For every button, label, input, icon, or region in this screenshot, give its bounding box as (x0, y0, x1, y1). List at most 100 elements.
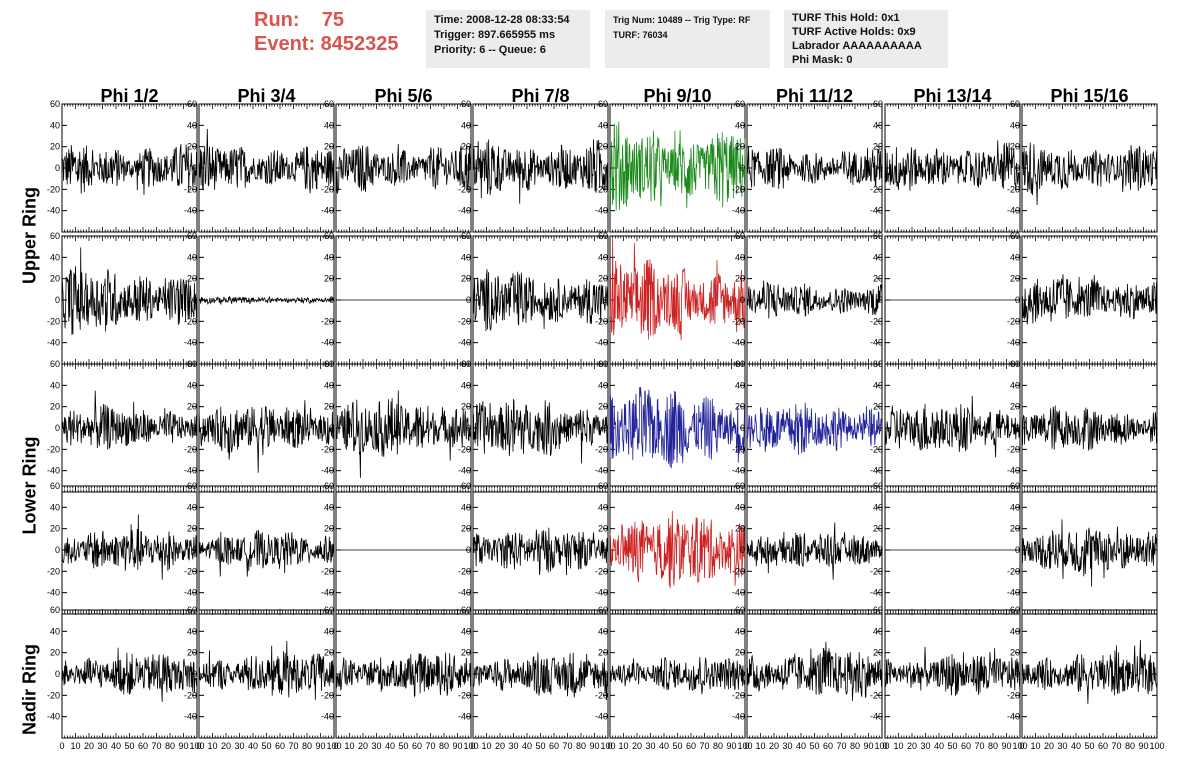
y-tick-label: 20 (735, 648, 745, 658)
waveform-panel: -40 -20 0 20 40 60 (870, 481, 1021, 615)
y-tick-label: 40 (50, 252, 60, 262)
y-tick-label: 20 (598, 648, 608, 658)
waveform-panel: -40 -20 0 20 40 60 (595, 359, 746, 493)
y-tick-label: 0 (1015, 295, 1020, 305)
waveform-trace (472, 139, 609, 204)
x-tick-label: 40 (522, 741, 532, 751)
waveform-trace (472, 652, 609, 701)
y-tick-label: -40 (1007, 712, 1020, 722)
waveform-panel: -40 -20 0 20 40 60 (732, 99, 883, 233)
column-title: Phi 5/6 (374, 86, 433, 106)
y-tick-label: -40 (595, 466, 608, 476)
y-tick-label: 20 (50, 524, 60, 534)
x-tick-label: 30 (371, 741, 381, 751)
x-tick-label: 30 (234, 741, 244, 751)
y-tick-label: -40 (458, 466, 471, 476)
y-tick-label: -20 (1007, 444, 1020, 454)
y-tick-label: 40 (873, 380, 883, 390)
y-tick-label: -40 (870, 206, 883, 216)
waveform-trace (335, 143, 472, 194)
event-label: Event: 8452325 (254, 33, 399, 55)
x-tick-label: 70 (562, 741, 572, 751)
waveform-trace (746, 522, 883, 580)
x-tick-label: 30 (920, 741, 930, 751)
waveform-trace (746, 402, 883, 456)
y-tick-label: 20 (735, 402, 745, 412)
x-tick-label: 100 (326, 741, 341, 751)
turf-line: TURF: 76034 (613, 30, 668, 40)
y-tick-label: 0 (55, 545, 60, 555)
y-tick-label: 40 (735, 502, 745, 512)
y-tick-label: 60 (324, 481, 334, 491)
y-tick-label: 60 (873, 605, 883, 615)
turf-info-box: TURF This Hold: 0x1 TURF Active Holds: 0… (784, 10, 948, 68)
y-tick-label: -20 (321, 444, 334, 454)
y-tick-label: -40 (732, 712, 745, 722)
waveform-panel: -40 -20 0 20 40 60 (1007, 359, 1158, 493)
y-tick-label: -40 (184, 712, 197, 722)
x-tick-label: 10 (344, 741, 354, 751)
y-tick-label: -20 (595, 566, 608, 576)
waveform-trace (472, 399, 609, 464)
time-line: Time: 2008-12-28 08:33:54 (434, 14, 570, 26)
waveform-panel: -40 -20 0 20 40 60 (1007, 99, 1158, 233)
waveform-trace (1021, 405, 1158, 452)
y-tick-label: 0 (740, 545, 745, 555)
y-tick-label: -40 (184, 206, 197, 216)
y-tick-label: -40 (870, 338, 883, 348)
y-tick-label: 60 (50, 359, 60, 369)
y-tick-label: -40 (321, 712, 334, 722)
waveform-panel: -40 -20 0 20 40 60 (870, 359, 1021, 493)
y-tick-label: 20 (324, 274, 334, 284)
y-tick-label: 40 (50, 120, 60, 130)
y-tick-label: 20 (187, 648, 197, 658)
x-tick-label: 90 (1001, 741, 1011, 751)
y-tick-label: 0 (192, 545, 197, 555)
waveform-panel: -40 -20 0 20 40 60 (595, 481, 746, 615)
y-tick-label: 60 (1010, 231, 1020, 241)
y-tick-label: 20 (1010, 524, 1020, 534)
y-tick-label: -20 (1007, 316, 1020, 326)
waveform-panel: -40 -20 0 20 40 60 (595, 99, 746, 233)
y-tick-label: -20 (1007, 184, 1020, 194)
y-tick-label: -20 (870, 566, 883, 576)
y-tick-label: 20 (1010, 402, 1020, 412)
y-tick-label: 60 (1010, 481, 1020, 491)
y-tick-label: -40 (458, 588, 471, 598)
x-tick-label: 60 (275, 741, 285, 751)
y-tick-label: 20 (461, 142, 471, 152)
y-tick-label: 0 (603, 295, 608, 305)
y-tick-label: 0 (1015, 669, 1020, 679)
waveform-panel: -40 -20 0 20 40 60 (47, 359, 198, 493)
y-tick-label: -40 (321, 588, 334, 598)
waveform-panel: -40 -20 0 20 40 60 (870, 99, 1021, 233)
x-tick-label: 50 (947, 741, 957, 751)
y-tick-label: -40 (595, 712, 608, 722)
y-tick-label: 40 (187, 380, 197, 390)
y-tick-label: -40 (321, 466, 334, 476)
y-tick-label: -40 (870, 466, 883, 476)
x-tick-label: 0 (333, 741, 338, 751)
y-tick-label: 40 (461, 626, 471, 636)
y-tick-label: -20 (595, 444, 608, 454)
waveform-panel: -40 -20 0 20 40 60 (870, 231, 1021, 365)
column-title: Phi 7/8 (511, 86, 570, 106)
x-tick-label: 20 (221, 741, 231, 751)
waveform-trace (335, 390, 472, 478)
x-tick-label: 50 (535, 741, 545, 751)
waveform-panel: -40 -20 0 20 40 60 (184, 359, 335, 493)
y-tick-label: 0 (466, 669, 471, 679)
waveform-panel: -40 -20 0 20 40 60 (458, 231, 609, 365)
y-tick-label: -20 (184, 690, 197, 700)
y-tick-label: -40 (870, 588, 883, 598)
y-tick-label: 40 (324, 252, 334, 262)
y-tick-label: 20 (50, 648, 60, 658)
waveform-trace (746, 641, 883, 701)
y-tick-label: 60 (461, 231, 471, 241)
y-tick-label: 0 (603, 669, 608, 679)
y-tick-label: 0 (740, 423, 745, 433)
y-tick-label: 40 (324, 120, 334, 130)
x-tick-label: 40 (111, 741, 121, 751)
y-tick-label: 60 (735, 481, 745, 491)
y-tick-label: 60 (50, 481, 60, 491)
